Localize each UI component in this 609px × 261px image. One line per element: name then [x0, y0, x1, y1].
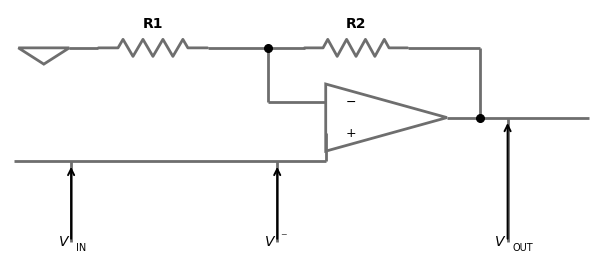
Text: V: V — [58, 235, 68, 248]
Text: R2: R2 — [346, 17, 366, 31]
Text: V: V — [265, 235, 274, 248]
Text: R1: R1 — [143, 17, 163, 31]
Text: ⁻: ⁻ — [280, 231, 287, 244]
Text: IN: IN — [76, 243, 86, 253]
Text: OUT: OUT — [512, 243, 533, 253]
Text: −: − — [346, 96, 356, 109]
Text: +: + — [346, 127, 356, 140]
Text: V: V — [495, 235, 504, 248]
